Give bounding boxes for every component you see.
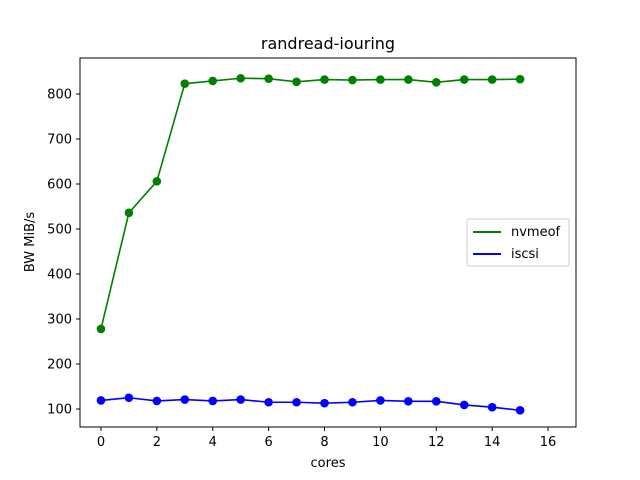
data-point-nvmeof <box>292 77 301 87</box>
data-point-nvmeof <box>376 75 385 84</box>
legend-label-nvmeof: nvmeof <box>511 225 561 240</box>
data-point-iscsi <box>376 396 385 405</box>
data-point-nvmeof <box>404 75 413 84</box>
data-point-iscsi <box>208 396 218 406</box>
chart-title: randread-iouring <box>261 34 395 53</box>
x-tick-label: 0 <box>97 435 105 450</box>
data-point-iscsi <box>180 395 190 404</box>
y-tick-label: 400 <box>47 268 72 283</box>
y-axis-ticks: 100 200 300 400 500 600 700 800 <box>47 88 80 418</box>
x-tick-label: 6 <box>264 435 272 450</box>
data-point-nvmeof <box>431 78 441 87</box>
data-point-iscsi <box>152 396 162 406</box>
data-point-nvmeof <box>180 79 190 88</box>
x-tick-label: 16 <box>540 435 557 450</box>
data-point-iscsi <box>487 402 497 412</box>
data-point-nvmeof <box>152 177 162 186</box>
y-tick-label: 600 <box>47 178 72 193</box>
x-axis-label: cores <box>311 456 346 471</box>
data-point-nvmeof <box>124 208 134 218</box>
y-tick-label: 200 <box>47 358 72 373</box>
y-tick-label: 800 <box>47 88 72 103</box>
y-tick-label: 500 <box>47 223 72 238</box>
data-point-iscsi <box>292 397 301 407</box>
data-point-iscsi <box>320 398 329 408</box>
data-point-nvmeof <box>96 324 106 334</box>
legend: nvmeof iscsi <box>466 218 570 267</box>
series-layer <box>96 73 525 415</box>
data-point-iscsi <box>264 397 273 407</box>
data-point-iscsi <box>348 397 357 407</box>
x-tick-label: 4 <box>209 435 217 450</box>
data-point-nvmeof <box>515 74 525 84</box>
data-point-nvmeof <box>264 74 273 83</box>
data-point-iscsi <box>459 400 469 410</box>
x-tick-label: 10 <box>372 435 389 450</box>
data-point-iscsi <box>236 395 245 404</box>
data-point-nvmeof <box>320 75 329 84</box>
data-point-iscsi <box>404 397 413 406</box>
y-tick-label: 100 <box>47 403 72 418</box>
series-line-nvmeof <box>100 77 521 330</box>
plot-frame <box>79 57 577 428</box>
x-tick-label: 8 <box>320 435 328 450</box>
data-point-iscsi <box>515 406 525 415</box>
data-point-nvmeof <box>236 73 245 83</box>
y-axis-label: BW MiB/s <box>23 212 38 273</box>
series-line-iscsi <box>100 396 521 412</box>
x-tick-label: 12 <box>428 435 445 450</box>
data-point-nvmeof <box>487 75 497 84</box>
x-tick-label: 2 <box>153 435 161 450</box>
data-point-iscsi <box>124 393 134 403</box>
data-point-iscsi <box>431 397 441 406</box>
data-point-nvmeof <box>208 76 218 86</box>
legend-label-iscsi: iscsi <box>511 247 539 262</box>
data-point-nvmeof <box>348 75 357 85</box>
data-point-nvmeof <box>459 75 469 84</box>
x-tick-label: 14 <box>484 435 501 450</box>
y-tick-label: 700 <box>47 133 72 148</box>
x-axis-ticks: 0 2 4 6 8 10 12 14 16 <box>97 427 557 450</box>
data-point-iscsi <box>96 396 106 405</box>
y-tick-label: 300 <box>47 313 72 328</box>
